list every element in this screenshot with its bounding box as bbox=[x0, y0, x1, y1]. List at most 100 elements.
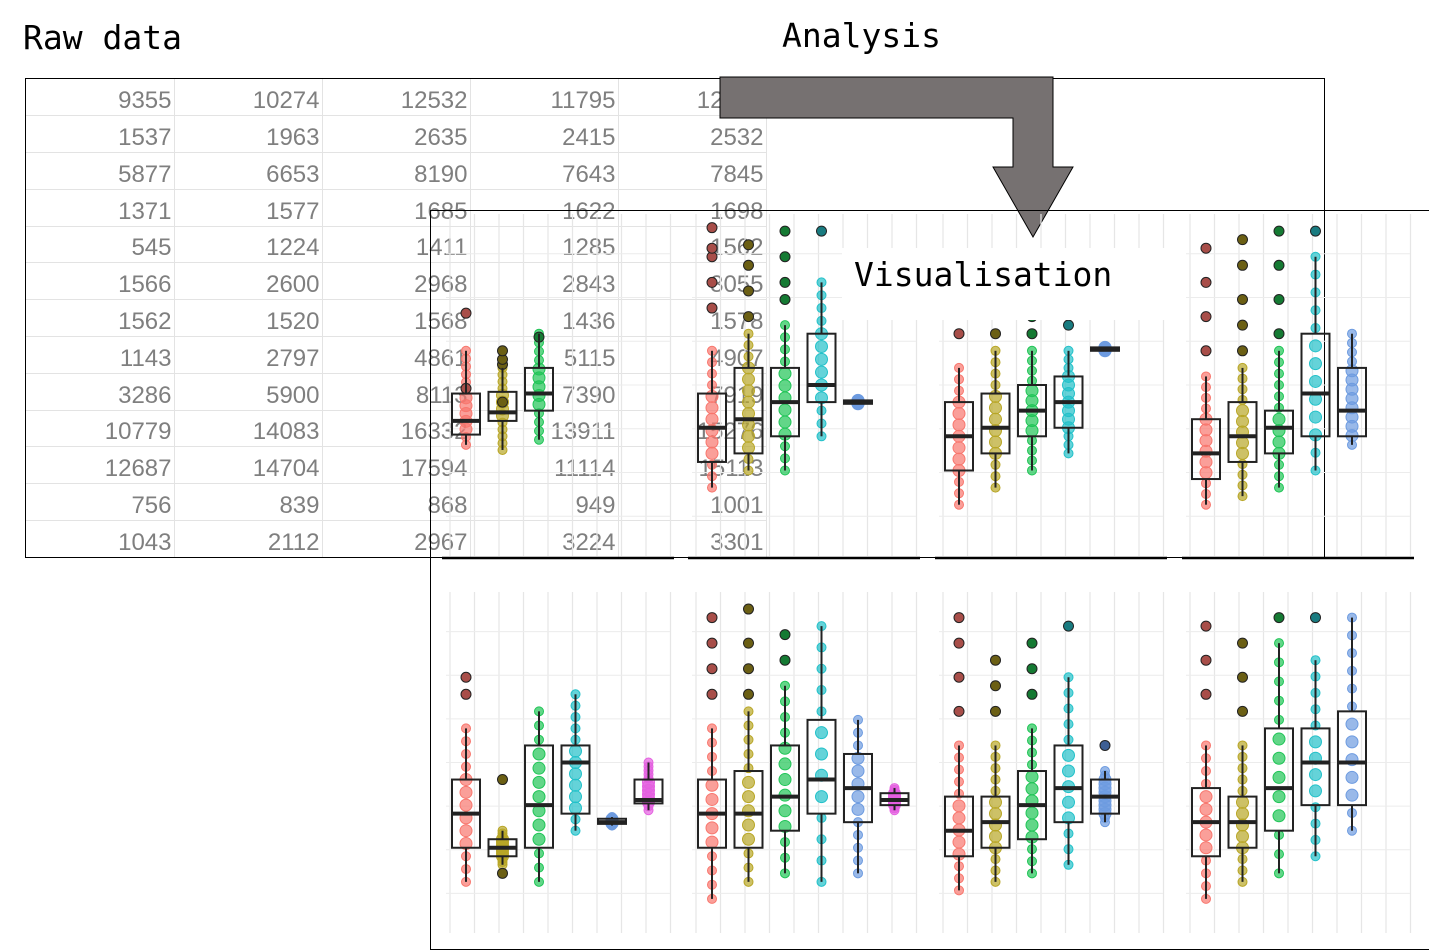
boxplot-group bbox=[560, 689, 591, 836]
outlier-point bbox=[779, 276, 791, 288]
table-cell: 12687 bbox=[26, 446, 175, 485]
table-cell: 2112 bbox=[174, 520, 323, 557]
data-point bbox=[815, 747, 828, 761]
table-cell: 16332 bbox=[322, 410, 471, 448]
outlier-point bbox=[1237, 637, 1248, 649]
table-row: 1566 2600 2968 2843 3055 bbox=[26, 262, 767, 301]
data-point bbox=[1199, 790, 1213, 804]
data-point bbox=[1062, 748, 1075, 762]
data-point bbox=[815, 726, 828, 740]
data-point bbox=[459, 785, 473, 799]
data-point bbox=[1309, 357, 1322, 371]
boxplot-group bbox=[806, 621, 837, 887]
outlier-point bbox=[1237, 294, 1248, 305]
table-cell: 1685 bbox=[322, 189, 471, 227]
outlier-point bbox=[1237, 234, 1248, 246]
data-point bbox=[1272, 770, 1286, 784]
outlier-point bbox=[816, 225, 827, 237]
outlier-point bbox=[1200, 688, 1212, 700]
box-body bbox=[524, 366, 554, 412]
box-body bbox=[806, 332, 837, 404]
boxplot-group bbox=[1090, 739, 1120, 828]
outlier-point bbox=[1026, 688, 1038, 700]
boxplot-group bbox=[1227, 234, 1258, 502]
outlier-point bbox=[1200, 620, 1212, 632]
data-point bbox=[1309, 374, 1322, 388]
table-cell: 2843 bbox=[470, 262, 619, 301]
data-point bbox=[1199, 802, 1213, 816]
outlier-point bbox=[779, 654, 791, 666]
table-cell: 868 bbox=[322, 483, 471, 522]
outlier-point bbox=[1237, 319, 1248, 331]
table-row: 545 1224 1411 1285 1562 bbox=[26, 226, 767, 264]
table-cell: 3055 bbox=[618, 262, 767, 301]
table-cell: 1224 bbox=[174, 226, 323, 264]
boxplot-group bbox=[1300, 225, 1331, 476]
table-cell: 545 bbox=[26, 226, 175, 264]
outlier-point bbox=[743, 663, 754, 675]
outlier-point bbox=[743, 688, 754, 700]
data-point bbox=[815, 790, 828, 804]
box-body bbox=[560, 744, 591, 815]
box-body bbox=[1053, 744, 1084, 824]
table-cell: 1562 bbox=[618, 226, 767, 264]
table-cell: 1411 bbox=[322, 226, 471, 264]
data-point bbox=[778, 773, 792, 787]
table-cell: 6653 bbox=[174, 152, 323, 190]
visualisation-label-background bbox=[842, 248, 1165, 320]
table-cell: 1285 bbox=[470, 226, 619, 264]
data-point bbox=[778, 757, 792, 771]
outlier-point bbox=[743, 311, 754, 323]
outlier-point bbox=[706, 612, 718, 624]
outlier-point bbox=[1273, 612, 1285, 624]
box-body bbox=[733, 770, 764, 849]
data-point bbox=[705, 821, 719, 835]
boxplot-group bbox=[1191, 242, 1221, 510]
box-body bbox=[451, 392, 481, 436]
outlier-point bbox=[1237, 259, 1248, 271]
table-cell: 4861 bbox=[322, 336, 471, 374]
outlier-point bbox=[1200, 345, 1212, 357]
outlier-point bbox=[706, 688, 718, 700]
boxplot-group bbox=[733, 603, 764, 887]
outlier-point bbox=[1026, 663, 1038, 675]
boxplot-group bbox=[697, 612, 727, 904]
outlier-point bbox=[779, 251, 791, 263]
outlier-point bbox=[953, 328, 965, 340]
outlier-point bbox=[497, 396, 508, 408]
outlier-point bbox=[1273, 225, 1285, 237]
boxplot-group bbox=[1337, 328, 1367, 450]
table-cell: 3301 bbox=[618, 520, 767, 557]
outlier-point bbox=[990, 705, 1001, 717]
box-body bbox=[1191, 418, 1221, 481]
data-point bbox=[1345, 717, 1359, 731]
outlier-point bbox=[779, 629, 791, 641]
data-point bbox=[742, 818, 755, 832]
table-cell: 1001 bbox=[618, 483, 767, 522]
data-point bbox=[459, 824, 473, 838]
table-cell: 14083 bbox=[174, 410, 323, 448]
box-body bbox=[944, 795, 974, 858]
boxplot-group bbox=[487, 774, 518, 879]
outlier-point bbox=[706, 222, 718, 234]
data-point bbox=[532, 761, 546, 775]
table-cell: 2968 bbox=[322, 262, 471, 301]
boxplot-group bbox=[770, 225, 800, 476]
box-body bbox=[1337, 366, 1367, 438]
boxplot-group bbox=[597, 812, 627, 831]
data-point bbox=[532, 832, 546, 846]
data-point bbox=[851, 802, 865, 816]
box-body bbox=[1300, 727, 1331, 807]
analysis-title: Analysis bbox=[782, 16, 941, 55]
outlier-point bbox=[779, 294, 791, 305]
table-cell: 1043 bbox=[26, 520, 175, 557]
box-body bbox=[1227, 401, 1258, 463]
data-point bbox=[1272, 412, 1286, 426]
outlier-point bbox=[1237, 671, 1248, 683]
table-cell: 7643 bbox=[470, 152, 619, 190]
outlier-point bbox=[1273, 259, 1285, 271]
outlier-point bbox=[953, 705, 965, 717]
boxplot-group bbox=[843, 393, 873, 411]
data-point bbox=[1062, 764, 1075, 778]
data-point bbox=[1062, 795, 1075, 809]
